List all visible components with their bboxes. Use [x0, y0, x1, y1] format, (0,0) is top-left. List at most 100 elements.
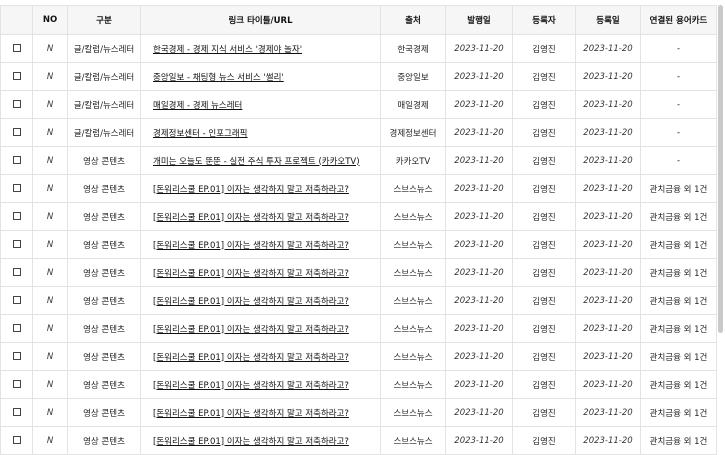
row-published-date: 2023-11-20: [445, 286, 513, 315]
row-title-link[interactable]: [돈워리스쿨 EP.01] 이자는 생각하지 말고 저축하라고?: [153, 268, 349, 279]
row-checkbox[interactable]: [12, 408, 21, 416]
row-title-link[interactable]: [돈워리스쿨 EP.01] 이자는 생각하지 말고 저축하라고?: [153, 408, 349, 419]
row-select-cell: [0, 62, 33, 91]
header-source[interactable]: 출처: [380, 5, 446, 35]
row-category: 영상 콘텐츠: [67, 286, 141, 315]
row-select-cell: [0, 118, 33, 147]
row-select-cell: [0, 202, 33, 231]
table-row[interactable]: N 영상 콘텐츠 [돈워리스쿨 EP.01] 이자는 생각하지 말고 저축하라고? 스…: [0, 174, 717, 203]
row-checkbox[interactable]: [12, 324, 21, 332]
row-linked-terms: 관치금융 외 1건: [640, 370, 717, 399]
row-category: 글/칼럼/뉴스레터: [67, 34, 141, 63]
row-title-link[interactable]: 한국경제 - 경제 지식 서비스 '경제야 놀자': [153, 44, 303, 55]
row-category: 글/칼럼/뉴스레터: [67, 118, 141, 147]
table-row[interactable]: N 영상 콘텐츠 개미는 오늘도 뚠뚠 - 실전 주식 투자 프로젝트 (카카오TV…: [0, 146, 717, 175]
table-row[interactable]: N 영상 콘텐츠 [돈워리스쿨 EP.01] 이자는 생각하지 말고 저축하라고? 스…: [0, 342, 717, 371]
row-category: 영상 콘텐츠: [67, 370, 141, 399]
row-title-cell: 중앙일보 - 채팅형 뉴스 서비스 '썰리': [140, 62, 381, 91]
row-no: N: [32, 62, 68, 91]
row-title-link[interactable]: [돈워리스쿨 EP.01] 이자는 생각하지 말고 저축하라고?: [153, 352, 349, 363]
row-checkbox[interactable]: [12, 380, 21, 388]
row-category: 영상 콘텐츠: [67, 342, 141, 371]
row-registrant: 김영진: [512, 258, 576, 287]
row-checkbox[interactable]: [12, 44, 21, 52]
row-title-link[interactable]: 중앙일보 - 채팅형 뉴스 서비스 '썰리': [153, 72, 284, 83]
header-registrant[interactable]: 등록자: [512, 5, 576, 35]
header-title[interactable]: 링크 타이틀/URL: [140, 5, 381, 35]
table-row[interactable]: N 영상 콘텐츠 [돈워리스쿨 EP.01] 이자는 생각하지 말고 저축하라고? 스…: [0, 258, 717, 287]
row-registered-date: 2023-11-20: [575, 426, 641, 455]
row-published-date: 2023-11-20: [445, 398, 513, 427]
row-registrant: 김영진: [512, 426, 576, 455]
row-select-cell: [0, 314, 33, 343]
row-title-link[interactable]: 매일경제 - 경제 뉴스레터: [153, 100, 243, 111]
row-select-cell: [0, 370, 33, 399]
row-checkbox[interactable]: [12, 212, 21, 220]
row-title-link[interactable]: [돈워리스쿨 EP.01] 이자는 생각하지 말고 저축하라고?: [153, 240, 349, 251]
row-title-link[interactable]: [돈워리스쿨 EP.01] 이자는 생각하지 말고 저축하라고?: [153, 380, 349, 391]
row-select-cell: [0, 426, 33, 455]
row-title-link[interactable]: 경제정보센터 - 인포그래픽: [153, 128, 248, 139]
row-title-link[interactable]: [돈워리스쿨 EP.01] 이자는 생각하지 말고 저축하라고?: [153, 436, 349, 447]
row-registrant: 김영진: [512, 118, 576, 147]
row-registered-date: 2023-11-20: [575, 258, 641, 287]
row-title-link[interactable]: 개미는 오늘도 뚠뚠 - 실전 주식 투자 프로젝트 (카카오TV): [153, 156, 360, 167]
row-checkbox[interactable]: [12, 128, 21, 136]
row-linked-terms: 관치금융 외 1건: [640, 314, 717, 343]
row-source: 스브스뉴스: [380, 426, 446, 455]
row-checkbox[interactable]: [12, 156, 21, 164]
row-title-link[interactable]: [돈워리스쿨 EP.01] 이자는 생각하지 말고 저축하라고?: [153, 296, 349, 307]
row-published-date: 2023-11-20: [445, 314, 513, 343]
row-checkbox[interactable]: [12, 268, 21, 276]
row-title-link[interactable]: [돈워리스쿨 EP.01] 이자는 생각하지 말고 저축하라고?: [153, 212, 349, 223]
row-linked-terms: 관치금융 외 1건: [640, 286, 717, 315]
table-row[interactable]: N 글/칼럼/뉴스레터 경제정보센터 - 인포그래픽 경제정보센터 2023-11-20…: [0, 118, 717, 147]
table-row[interactable]: N 영상 콘텐츠 [돈워리스쿨 EP.01] 이자는 생각하지 말고 저축하라고? 스…: [0, 286, 717, 315]
header-registered[interactable]: 등록일: [575, 5, 641, 35]
row-category: 영상 콘텐츠: [67, 202, 141, 231]
row-no: N: [32, 286, 68, 315]
header-linked-terms[interactable]: 연결된 용어카드: [640, 5, 717, 35]
table-row[interactable]: N 글/칼럼/뉴스레터 중앙일보 - 채팅형 뉴스 서비스 '썰리' 중앙일보 2023…: [0, 62, 717, 91]
row-checkbox[interactable]: [12, 100, 21, 108]
header-category[interactable]: 구분: [67, 5, 141, 35]
row-title-link[interactable]: [돈워리스쿨 EP.01] 이자는 생각하지 말고 저축하라고?: [153, 184, 349, 195]
row-checkbox[interactable]: [12, 240, 21, 248]
row-registered-date: 2023-11-20: [575, 174, 641, 203]
table-row[interactable]: N 영상 콘텐츠 [돈워리스쿨 EP.01] 이자는 생각하지 말고 저축하라고? 스…: [0, 398, 717, 427]
row-checkbox[interactable]: [12, 296, 21, 304]
row-no: N: [32, 202, 68, 231]
row-title-cell: [돈워리스쿨 EP.01] 이자는 생각하지 말고 저축하라고?: [140, 314, 381, 343]
vertical-scrollbar[interactable]: [718, 5, 723, 333]
row-category: 영상 콘텐츠: [67, 426, 141, 455]
row-published-date: 2023-11-20: [445, 202, 513, 231]
row-source: 카카오TV: [380, 146, 446, 175]
row-source: 스브스뉴스: [380, 202, 446, 231]
row-published-date: 2023-11-20: [445, 230, 513, 259]
header-published[interactable]: 발행일: [445, 5, 513, 35]
content-table-container: NO 구분 링크 타이틀/URL 출처 발행일 등록자 등록일 연결된 용어카드…: [0, 5, 723, 455]
row-checkbox[interactable]: [12, 72, 21, 80]
table-row[interactable]: N 영상 콘텐츠 [돈워리스쿨 EP.01] 이자는 생각하지 말고 저축하라고? 스…: [0, 230, 717, 259]
row-checkbox[interactable]: [12, 352, 21, 360]
row-title-link[interactable]: [돈워리스쿨 EP.01] 이자는 생각하지 말고 저축하라고?: [153, 324, 349, 335]
table-row[interactable]: N 영상 콘텐츠 [돈워리스쿨 EP.01] 이자는 생각하지 말고 저축하라고? 스…: [0, 426, 717, 455]
table-row[interactable]: N 글/칼럼/뉴스레터 매일경제 - 경제 뉴스레터 매일경제 2023-11-20 김영…: [0, 90, 717, 119]
row-registered-date: 2023-11-20: [575, 230, 641, 259]
row-no: N: [32, 370, 68, 399]
row-checkbox[interactable]: [12, 184, 21, 192]
row-linked-terms: -: [640, 146, 717, 175]
row-registered-date: 2023-11-20: [575, 314, 641, 343]
table-row[interactable]: N 영상 콘텐츠 [돈워리스쿨 EP.01] 이자는 생각하지 말고 저축하라고? 스…: [0, 314, 717, 343]
row-source: 스브스뉴스: [380, 398, 446, 427]
row-published-date: 2023-11-20: [445, 62, 513, 91]
row-registrant: 김영진: [512, 370, 576, 399]
table-row[interactable]: N 영상 콘텐츠 [돈워리스쿨 EP.01] 이자는 생각하지 말고 저축하라고? 스…: [0, 202, 717, 231]
table-row[interactable]: N 글/칼럼/뉴스레터 한국경제 - 경제 지식 서비스 '경제야 놀자' 한국경제 2…: [0, 34, 717, 63]
row-published-date: 2023-11-20: [445, 258, 513, 287]
row-no: N: [32, 398, 68, 427]
table-row[interactable]: N 영상 콘텐츠 [돈워리스쿨 EP.01] 이자는 생각하지 말고 저축하라고? 스…: [0, 370, 717, 399]
header-no[interactable]: NO: [32, 5, 68, 35]
row-checkbox[interactable]: [12, 436, 21, 444]
row-linked-terms: 관치금융 외 1건: [640, 398, 717, 427]
